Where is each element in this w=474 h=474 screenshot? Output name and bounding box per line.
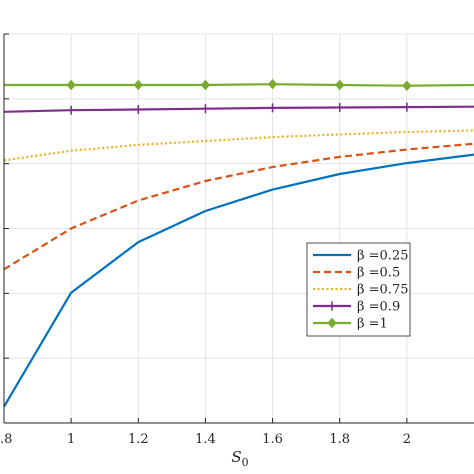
legend-label: β =1 <box>357 317 388 332</box>
legend-label: β =0.75 <box>357 283 409 298</box>
data-point <box>66 105 76 115</box>
legend-item: β =0.5 <box>313 266 400 281</box>
legend-item: β =0.75 <box>313 283 409 298</box>
data-point <box>267 78 278 90</box>
series-3 <box>3 129 474 162</box>
series-1 <box>3 153 474 408</box>
series-line <box>3 129 474 162</box>
x-tick-label: 2 <box>403 432 411 447</box>
series-line <box>4 83 474 87</box>
x-axis-label-subscript: 0 <box>242 456 249 469</box>
legend-item: β =0.9 <box>313 300 400 315</box>
series-5 <box>4 78 474 91</box>
x-tick-labels: .8 1 1.2 1.4 1.6 1.8 2 <box>0 432 411 447</box>
x-tick-label: 1.4 <box>195 432 216 447</box>
x-axis-label: S0 <box>231 448 248 469</box>
series-4 <box>3 102 474 115</box>
data-point <box>327 317 337 329</box>
legend-label: β =0.5 <box>357 266 400 281</box>
x-tick-label: 1 <box>67 432 75 447</box>
data-point <box>268 103 278 113</box>
axes <box>3 33 474 424</box>
legend-item: β =1 <box>313 317 388 332</box>
data-point <box>335 103 345 113</box>
data-point <box>133 104 143 114</box>
x-tick-label: 1.2 <box>128 432 149 447</box>
data-point <box>133 79 143 91</box>
data-point <box>402 80 412 91</box>
grid-lines <box>4 33 474 423</box>
data-point <box>200 79 211 91</box>
x-axis-label-main: S <box>231 448 241 466</box>
legend-box <box>306 242 411 337</box>
x-tick-label: 1.8 <box>329 432 350 447</box>
series-line <box>3 105 474 113</box>
series-2 <box>3 142 474 271</box>
data-point <box>402 102 412 112</box>
data-point <box>335 79 345 91</box>
data-point <box>66 79 76 91</box>
series-line <box>3 142 474 271</box>
x-tick-label: 1.6 <box>262 432 283 447</box>
data-point <box>327 301 337 311</box>
data-point <box>200 104 210 114</box>
legend-label: β =0.25 <box>357 249 409 264</box>
legend-label: β =0.9 <box>357 300 400 315</box>
series-line <box>3 153 474 408</box>
legend: β =0.25 β =0.5 β =0.75 β =0.9 β =1 <box>306 242 411 337</box>
x-tick-label: .8 <box>0 432 12 447</box>
legend-item: β =0.25 <box>313 249 409 264</box>
series-layer <box>3 78 474 408</box>
